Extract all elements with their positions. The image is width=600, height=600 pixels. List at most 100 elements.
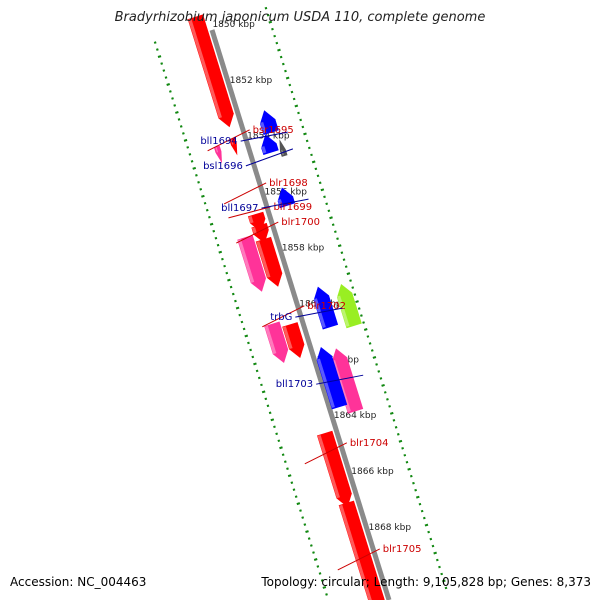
scale-track-left-dot bbox=[235, 306, 240, 310]
scale-track-left-dot bbox=[160, 62, 164, 65]
scale-track-right-dot bbox=[422, 516, 426, 520]
scale-track-left-dot bbox=[261, 390, 266, 394]
scale-track-left-dot bbox=[199, 187, 203, 191]
scale-track-left-dot bbox=[283, 460, 287, 464]
scale-track-left-dot bbox=[209, 222, 214, 226]
scale-track-right-dot bbox=[435, 558, 439, 562]
scale-track-left-dot bbox=[325, 593, 328, 596]
feature-label: bll1694 bbox=[200, 136, 237, 147]
scale-track-left-dot bbox=[223, 264, 226, 268]
scale-track-right-dot bbox=[342, 258, 346, 261]
map-title: Bradyrhizobium japonicum USDA 110, compl… bbox=[114, 10, 486, 25]
feature-label: blr1705 bbox=[383, 544, 422, 555]
scale-track-right-dot bbox=[288, 83, 292, 87]
scale-track-left-dot bbox=[251, 355, 255, 359]
scale-track-right-dot bbox=[329, 216, 333, 220]
scale-track-right-dot bbox=[431, 544, 435, 548]
feature-highlight bbox=[237, 239, 255, 283]
feature-blr1702 bbox=[264, 321, 289, 363]
scale-track-left-dot bbox=[166, 83, 171, 86]
scale-track-right-dot bbox=[320, 188, 325, 192]
backbone-line bbox=[209, 29, 392, 600]
scale-track-left-dot bbox=[179, 125, 183, 128]
feature-bll1703 bbox=[331, 348, 364, 414]
scale-track-left-dot bbox=[296, 502, 301, 506]
scale-track-right-dot bbox=[383, 391, 387, 394]
label-leader bbox=[207, 129, 250, 152]
scale-track-left-dot bbox=[216, 243, 220, 247]
scale-track-left-dot bbox=[275, 432, 279, 436]
feature-bll1703b bbox=[316, 347, 348, 410]
scale-track-left-dot bbox=[273, 425, 276, 429]
scale-track-left-dot bbox=[157, 55, 162, 59]
scale-track-right-dot bbox=[314, 167, 318, 171]
scale-track-left-dot bbox=[240, 320, 244, 324]
scale-track-left-dot bbox=[279, 446, 283, 450]
scale-track-left-dot bbox=[320, 579, 324, 582]
scale-track-right-dot bbox=[325, 202, 329, 206]
scale-track-left-dot bbox=[164, 76, 168, 79]
scale-track-right-dot bbox=[438, 565, 441, 569]
feature-highlight bbox=[282, 326, 293, 350]
scale-track-left-dot bbox=[301, 516, 305, 519]
scale-track-right-dot bbox=[327, 209, 331, 213]
scale-track-right-dot bbox=[444, 586, 448, 590]
feature-highlight bbox=[264, 325, 277, 355]
scale-track-right-dot bbox=[334, 230, 337, 234]
feature-highlight bbox=[248, 215, 254, 224]
scale-label: 1868 kbp bbox=[369, 523, 412, 533]
label-leader bbox=[261, 198, 309, 209]
scale-track-right-dot bbox=[370, 349, 374, 352]
scale-track-right-dot bbox=[285, 76, 290, 80]
feature-highlight bbox=[331, 360, 351, 413]
scale-track-left-dot bbox=[171, 97, 174, 100]
scale-track-left-dot bbox=[316, 565, 320, 568]
feature-trbG bbox=[337, 284, 362, 329]
scale-track-left-dot bbox=[303, 523, 307, 526]
scale-track-right-dot bbox=[316, 174, 320, 178]
feature-blr1700 bbox=[237, 234, 266, 292]
scale-track-right-dot bbox=[297, 111, 300, 115]
scale-track-right-dot bbox=[403, 453, 407, 457]
scale-track-left-dot bbox=[287, 474, 292, 478]
feature-blr1700a bbox=[255, 236, 283, 287]
label-leader bbox=[245, 148, 294, 167]
scale-track-left-dot bbox=[182, 132, 185, 135]
scale-track-left-dot bbox=[183, 138, 188, 142]
label-leader bbox=[295, 307, 343, 318]
scale-track-left-dot bbox=[294, 495, 298, 498]
scale-track-left-dot bbox=[260, 383, 263, 387]
label-leader bbox=[223, 182, 267, 205]
feature-label: blr1702 bbox=[307, 301, 346, 312]
feature-highlight bbox=[337, 295, 350, 327]
scale-track-left-dot bbox=[225, 271, 229, 275]
scale-track-right-dot bbox=[310, 153, 313, 157]
feature-bll1694b bbox=[261, 134, 279, 155]
scale-track-left-dot bbox=[309, 544, 313, 547]
scale-track-right-dot bbox=[377, 370, 381, 373]
feature-blr1705 bbox=[338, 500, 385, 600]
scale-track-left-dot bbox=[249, 348, 252, 352]
feature-label: bsr1695 bbox=[253, 125, 294, 136]
scale-track-right-dot bbox=[351, 286, 355, 289]
scale-track-left-dot bbox=[238, 313, 242, 317]
scale-track-right-dot bbox=[415, 495, 420, 499]
scale-track-right-dot bbox=[440, 572, 444, 576]
scale-track-right-dot bbox=[398, 439, 403, 443]
scale-track-left-dot bbox=[257, 376, 261, 380]
scale-track-right-dot bbox=[360, 314, 363, 317]
feature-blr1699 bbox=[251, 222, 269, 244]
scale-track-right-dot bbox=[418, 502, 422, 506]
scale-track-right-dot bbox=[357, 307, 361, 310]
scale-track-right-dot bbox=[294, 104, 299, 108]
feature-label: blr1699 bbox=[273, 202, 312, 213]
scale-track-left-dot bbox=[313, 558, 318, 561]
label-leader bbox=[228, 206, 271, 219]
scale-track-right-dot bbox=[414, 488, 417, 492]
scale-label: 1854 kbp bbox=[247, 132, 290, 142]
feature-label: bll1703 bbox=[276, 379, 313, 390]
feature-bll1694 bbox=[260, 110, 279, 135]
feature-highlight bbox=[316, 358, 335, 408]
scale-track-right-dot bbox=[389, 411, 394, 415]
genome-summary: Topology: circular; Length: 9,105,828 bp… bbox=[261, 575, 591, 589]
